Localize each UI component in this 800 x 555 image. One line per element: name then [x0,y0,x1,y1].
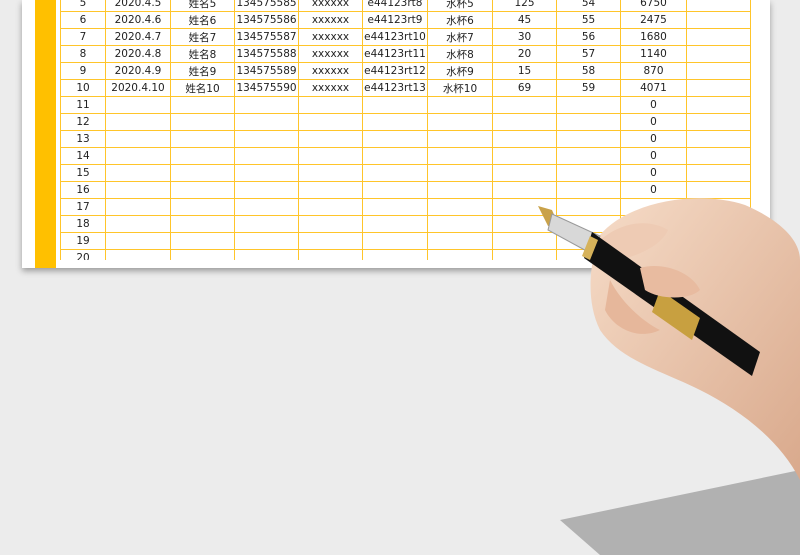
table-row: 12 0 [60,113,751,131]
table-row: 7 2020.4.7 姓名7 134575587 xxxxxx e44123rt10 水杯7… [60,28,751,46]
cell-address[interactable]: xxxxxx [298,62,363,80]
data-table: 5 2020.4.5 姓名5 134575585 xxxxxx e44123rt8 水杯5 1… [60,0,751,260]
cell-date[interactable]: 2020.4.6 [105,11,171,29]
table-row: 16 0 [60,181,751,199]
cell-name[interactable]: 姓名8 [170,45,235,63]
cell-quantity[interactable]: 69 [492,79,557,97]
table-row: 11 0 [60,96,751,114]
cell-total[interactable]: 1680 [620,28,687,46]
cell-row-number[interactable]: 17 [60,198,106,216]
cell-total[interactable]: 2475 [620,11,687,29]
cell-order-code[interactable]: e44123rt11 [362,45,428,63]
table-row: 8 2020.4.8 姓名8 134575588 xxxxxx e44123rt11 水杯8… [60,45,751,63]
spreadsheet-page: 5 2020.4.5 姓名5 134575585 xxxxxx e44123rt8 水杯5 1… [22,0,770,268]
cell-quantity[interactable]: 30 [492,28,557,46]
cell-unit-price[interactable]: 55 [556,11,621,29]
shadow [560,470,800,555]
cell-phone[interactable]: 134575590 [234,79,299,97]
cell-order-code[interactable]: e44123rt13 [362,79,428,97]
table-row: 10 2020.4.10 姓名10 134575590 xxxxxx e44123rt13… [60,79,751,97]
cell-row-number[interactable]: 19 [60,232,106,250]
cell-address[interactable]: xxxxxx [298,45,363,63]
cell-date[interactable]: 2020.4.10 [105,79,171,97]
cell-name[interactable]: 姓名7 [170,28,235,46]
pen [538,206,760,376]
cell-address[interactable]: xxxxxx [298,28,363,46]
table-row: 13 0 [60,130,751,148]
cell-product[interactable]: 水杯10 [427,79,493,97]
accent-band [35,0,56,268]
table-row: 9 2020.4.9 姓名9 134575589 xxxxxx e44123rt12 水杯9… [60,62,751,80]
cell-quantity[interactable]: 45 [492,11,557,29]
cell-quantity[interactable]: 20 [492,45,557,63]
